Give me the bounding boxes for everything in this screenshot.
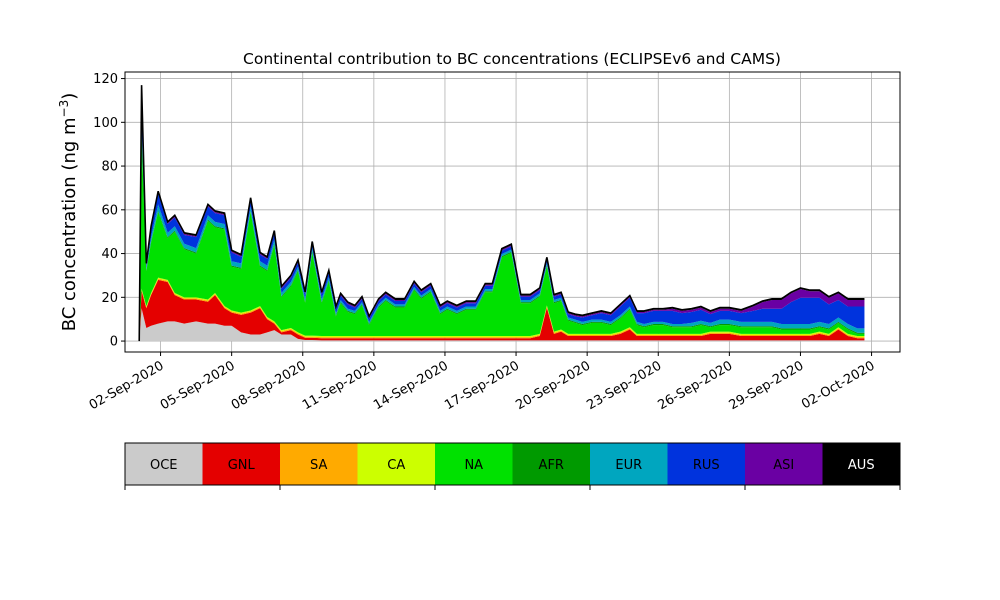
legend-swatch-eur — [590, 443, 668, 485]
y-tick-label: 100 — [93, 116, 118, 131]
legend-label-sa: SA — [310, 458, 327, 473]
axes — [124, 71, 901, 353]
legend-swatch-gnl — [202, 443, 280, 485]
legend-swatch-sa — [280, 443, 358, 485]
area-oce — [139, 308, 865, 342]
legend-swatch-na — [435, 443, 513, 485]
legend-label-gnl: GNL — [228, 458, 256, 473]
x-tick-label: 29-Sep-2020 — [727, 358, 807, 413]
legend-frame — [124, 442, 901, 486]
y-axis-label-close: ) — [59, 93, 80, 100]
legend-label-eur: EUR — [615, 458, 642, 473]
x-tick-label: 26-Sep-2020 — [656, 358, 736, 413]
legend-colorbar: OCE GNL SA CA NA AFR EUR RUS ASI AUS — [124, 442, 901, 490]
y-axis-ticks: 0 20 40 60 80 100 120 — [93, 72, 125, 350]
x-tick-label: 02-Sep-2020 — [87, 358, 167, 413]
y-tick-label: 20 — [101, 291, 118, 306]
x-tick-label: 11-Sep-2020 — [300, 358, 380, 413]
x-tick-label: 14-Sep-2020 — [371, 358, 451, 413]
y-tick-label: 80 — [101, 160, 118, 175]
x-axis-ticks: 02-Sep-202005-Sep-202008-Sep-202011-Sep-… — [87, 352, 878, 413]
area-rus — [139, 89, 865, 342]
total-outline — [138, 85, 865, 342]
legend-label-asi: ASI — [773, 458, 794, 473]
legend-swatch-afr — [512, 443, 590, 485]
legend-swatch-asi — [745, 443, 823, 485]
legend-swatch-rus — [667, 443, 745, 485]
legend-label-afr: AFR — [539, 458, 564, 473]
x-tick-label: 23-Sep-2020 — [584, 358, 664, 413]
x-tick-label: 08-Sep-2020 — [229, 358, 309, 413]
legend-label-ca: CA — [387, 458, 405, 473]
chart-title: Continental contribution to BC concentra… — [243, 50, 781, 68]
y-axis-label: BC concentration (ng m−3) — [57, 93, 80, 332]
legend-label-aus: AUS — [848, 458, 875, 473]
y-tick-label: 40 — [101, 247, 118, 262]
area-na — [139, 135, 865, 342]
x-tick-label: 17-Sep-2020 — [442, 358, 522, 413]
x-tick-label: 20-Sep-2020 — [513, 358, 593, 413]
y-axis-label-main: BC concentration (ng m — [59, 117, 80, 331]
legend-swatch-aus — [822, 443, 900, 485]
legend-swatch-oce — [125, 443, 203, 485]
x-tick-label: 05-Sep-2020 — [158, 358, 238, 413]
y-axis-label-exponent: −3 — [57, 100, 71, 118]
y-tick-label: 60 — [101, 203, 118, 218]
legend-label-rus: RUS — [693, 458, 720, 473]
y-tick-label: 120 — [93, 72, 118, 87]
legend-label-na: NA — [464, 458, 483, 473]
x-tick-label: 02-Oct-2020 — [799, 358, 877, 412]
legend-label-oce: OCE — [150, 458, 178, 473]
legend-swatch-ca — [357, 443, 435, 485]
stacked-areas — [138, 85, 865, 342]
plot-frame — [124, 71, 901, 353]
y-tick-label: 0 — [110, 335, 118, 350]
area-ca — [139, 277, 865, 342]
